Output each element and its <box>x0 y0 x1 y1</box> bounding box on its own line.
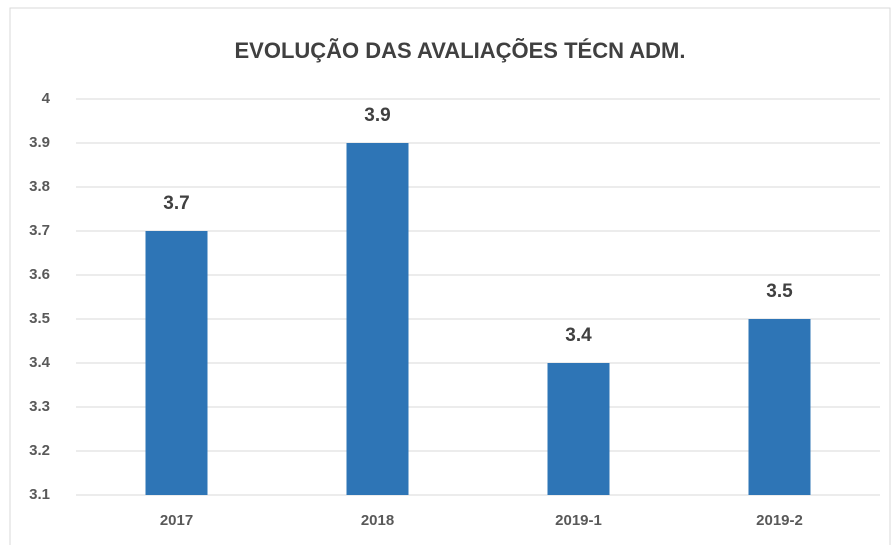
x-tick-label: 2019-2 <box>756 512 803 529</box>
data-label: 3.7 <box>163 193 189 214</box>
y-tick-label: 3.5 <box>29 310 50 327</box>
x-tick-label: 2017 <box>160 512 193 529</box>
data-label: 3.5 <box>766 281 793 302</box>
y-tick-label: 4 <box>42 90 51 107</box>
y-tick-label: 3.2 <box>29 442 50 459</box>
data-label: 3.4 <box>565 325 592 346</box>
data-label: 3.9 <box>364 105 390 126</box>
bar <box>547 363 610 495</box>
x-tick-label: 2018 <box>361 512 394 529</box>
bar <box>346 143 409 495</box>
y-tick-label: 3.6 <box>29 266 50 283</box>
y-tick-label: 3.1 <box>29 486 50 503</box>
chart-title: EVOLUÇÃO DAS AVALIAÇÕES TÉCN ADM. <box>234 38 685 63</box>
y-tick-label: 3.3 <box>29 398 50 415</box>
y-tick-label: 3.8 <box>29 178 50 195</box>
y-tick-label: 3.4 <box>29 354 51 371</box>
bar <box>145 231 208 495</box>
y-tick-label: 3.9 <box>29 134 50 151</box>
x-tick-label: 2019-1 <box>555 512 602 529</box>
bar <box>748 319 811 495</box>
y-tick-label: 3.7 <box>29 222 50 239</box>
